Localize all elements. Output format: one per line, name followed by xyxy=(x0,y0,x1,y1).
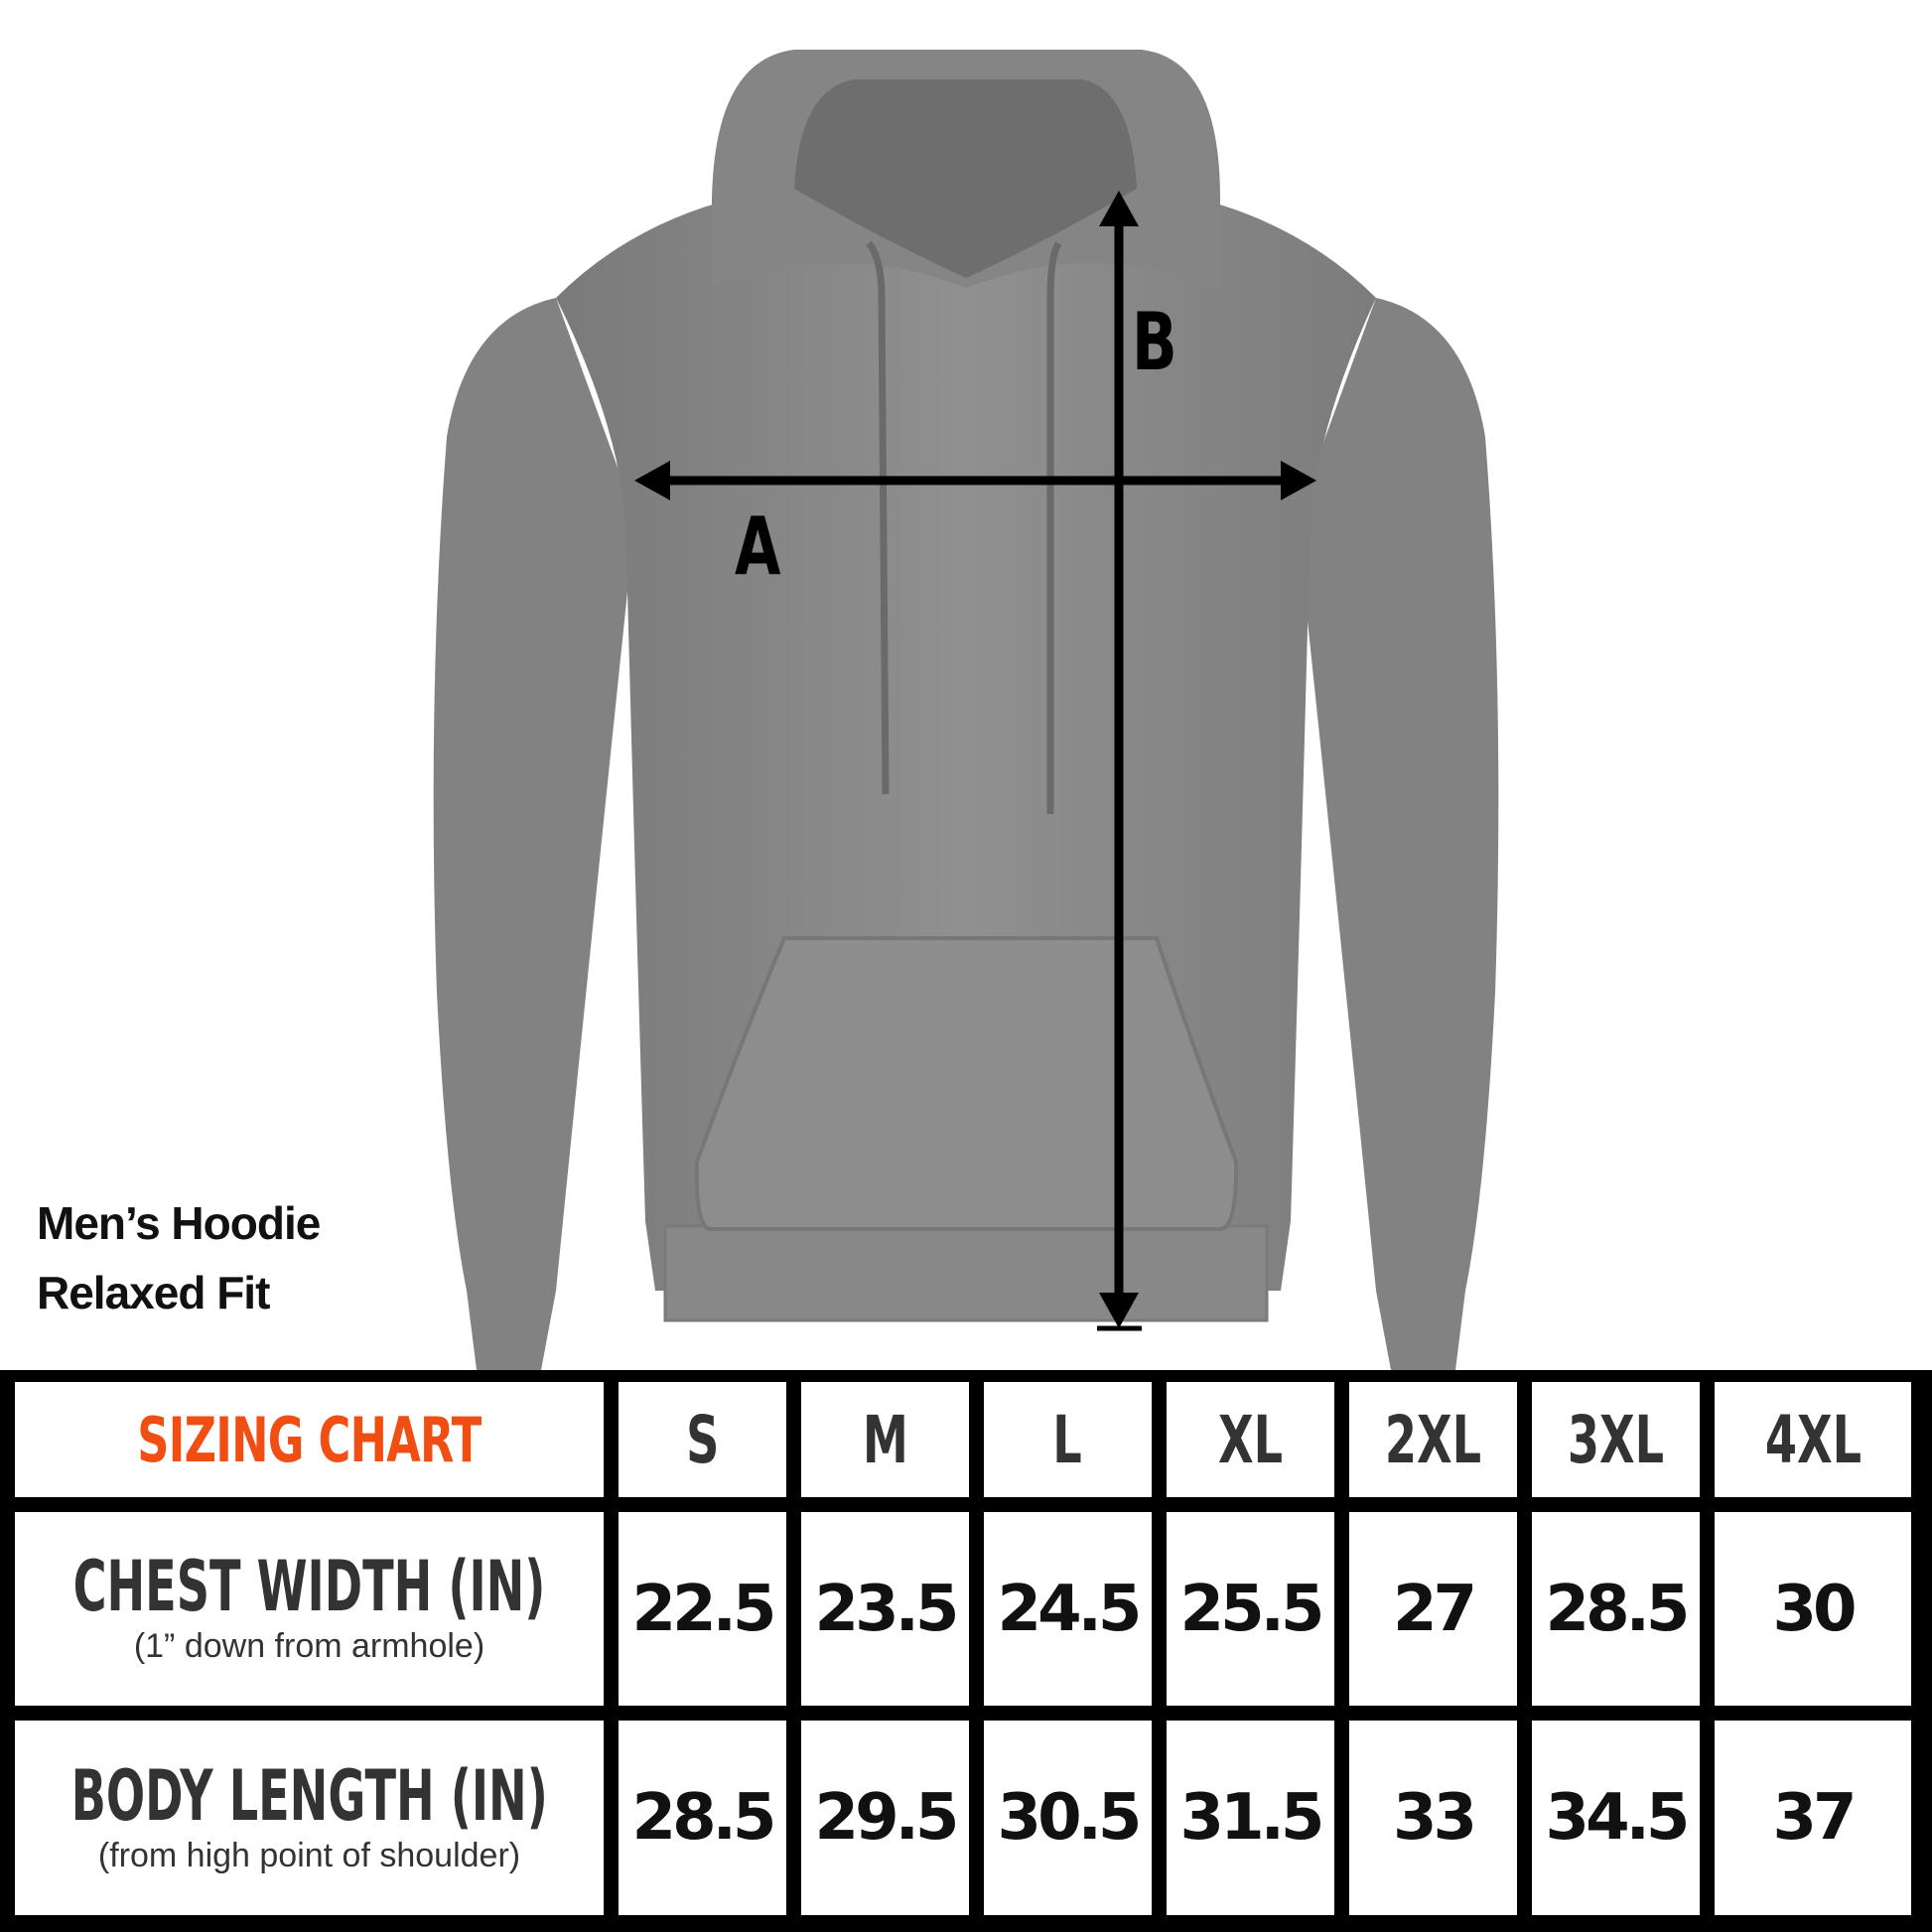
drawstring-right xyxy=(1046,241,1062,814)
size-header: S xyxy=(619,1382,786,1497)
table-cell: 24.5 xyxy=(984,1512,1152,1706)
right-sleeve xyxy=(1297,298,1499,1370)
cell-value: 33 xyxy=(1392,1781,1477,1855)
table-cell: 28.5 xyxy=(619,1721,786,1915)
sizing-table: SIZING CHART S M L XL 2XL 3XL 4XL CHEST … xyxy=(0,1370,1932,1932)
size-s: S xyxy=(685,1401,720,1478)
kangaroo-pocket xyxy=(694,936,1239,1231)
table-cell: 30 xyxy=(1715,1512,1911,1706)
table-title: SIZING CHART xyxy=(137,1403,482,1476)
cell-value: 30.5 xyxy=(997,1781,1143,1855)
size-2xl: 2XL xyxy=(1384,1401,1482,1478)
size-header: 3XL xyxy=(1532,1382,1700,1497)
chest-row-header: CHEST WIDTH (IN) (1” down from armhole) xyxy=(15,1512,604,1706)
table-cell: 33 xyxy=(1349,1721,1517,1915)
size-3xl: 3XL xyxy=(1567,1401,1665,1478)
cell-value: 25.5 xyxy=(1179,1572,1325,1646)
cell-value: 37 xyxy=(1772,1781,1857,1855)
size-xl: XL xyxy=(1217,1401,1284,1478)
table-cell: 30.5 xyxy=(984,1721,1152,1915)
size-header: XL xyxy=(1167,1382,1334,1497)
table-cell: 37 xyxy=(1715,1721,1911,1915)
table-cell: 25.5 xyxy=(1167,1512,1334,1706)
length-row-header: BODY LENGTH (IN) (from high point of sho… xyxy=(15,1721,604,1915)
row-label: CHEST WIDTH (IN) xyxy=(72,1546,546,1627)
size-header: 2XL xyxy=(1349,1382,1517,1497)
cell-value: 24.5 xyxy=(997,1572,1143,1646)
body-length-arrow xyxy=(1097,191,1142,1331)
marker-b: B xyxy=(1132,295,1177,388)
size-l: L xyxy=(1052,1401,1083,1478)
row-sublabel: (from high point of shoulder) xyxy=(97,1836,521,1874)
hoodie-illustration: A B xyxy=(433,50,1499,1370)
left-sleeve xyxy=(433,298,635,1370)
cell-value: 23.5 xyxy=(814,1572,960,1646)
cell-value: 22.5 xyxy=(631,1572,777,1646)
cell-value: 27 xyxy=(1392,1572,1477,1646)
hood-opening xyxy=(794,79,1137,278)
size-header: M xyxy=(801,1382,969,1497)
size-header: L xyxy=(984,1382,1152,1497)
table-cell: 22.5 xyxy=(619,1512,786,1706)
table-cell: 28.5 xyxy=(1532,1512,1700,1706)
cell-value: 28.5 xyxy=(1545,1572,1691,1646)
table-cell: 34.5 xyxy=(1532,1721,1700,1915)
row-sublabel: (1” down from armhole) xyxy=(133,1627,485,1665)
waistband xyxy=(663,1224,1269,1322)
cell-value: 34.5 xyxy=(1545,1781,1691,1855)
cell-value: 31.5 xyxy=(1179,1781,1325,1855)
product-name: Men’s Hoodie xyxy=(37,1197,321,1249)
cell-value: 29.5 xyxy=(814,1781,960,1855)
row-label: BODY LENGTH (IN) xyxy=(70,1754,548,1837)
cell-value: 28.5 xyxy=(631,1781,777,1855)
size-m: M xyxy=(862,1401,908,1478)
size-header: 4XL xyxy=(1715,1382,1911,1497)
size-4xl: 4XL xyxy=(1764,1401,1862,1478)
drawstring-left xyxy=(866,240,890,795)
chest-width-arrow xyxy=(634,461,1316,500)
table-cell: 31.5 xyxy=(1167,1721,1334,1915)
table-title-cell: SIZING CHART xyxy=(15,1382,604,1497)
marker-a: A xyxy=(735,499,781,593)
fit-type: Relaxed Fit xyxy=(37,1267,270,1318)
table-cell: 29.5 xyxy=(801,1721,969,1915)
cell-value: 30 xyxy=(1772,1572,1857,1646)
table-cell: 27 xyxy=(1349,1512,1517,1706)
table-cell: 23.5 xyxy=(801,1512,969,1706)
